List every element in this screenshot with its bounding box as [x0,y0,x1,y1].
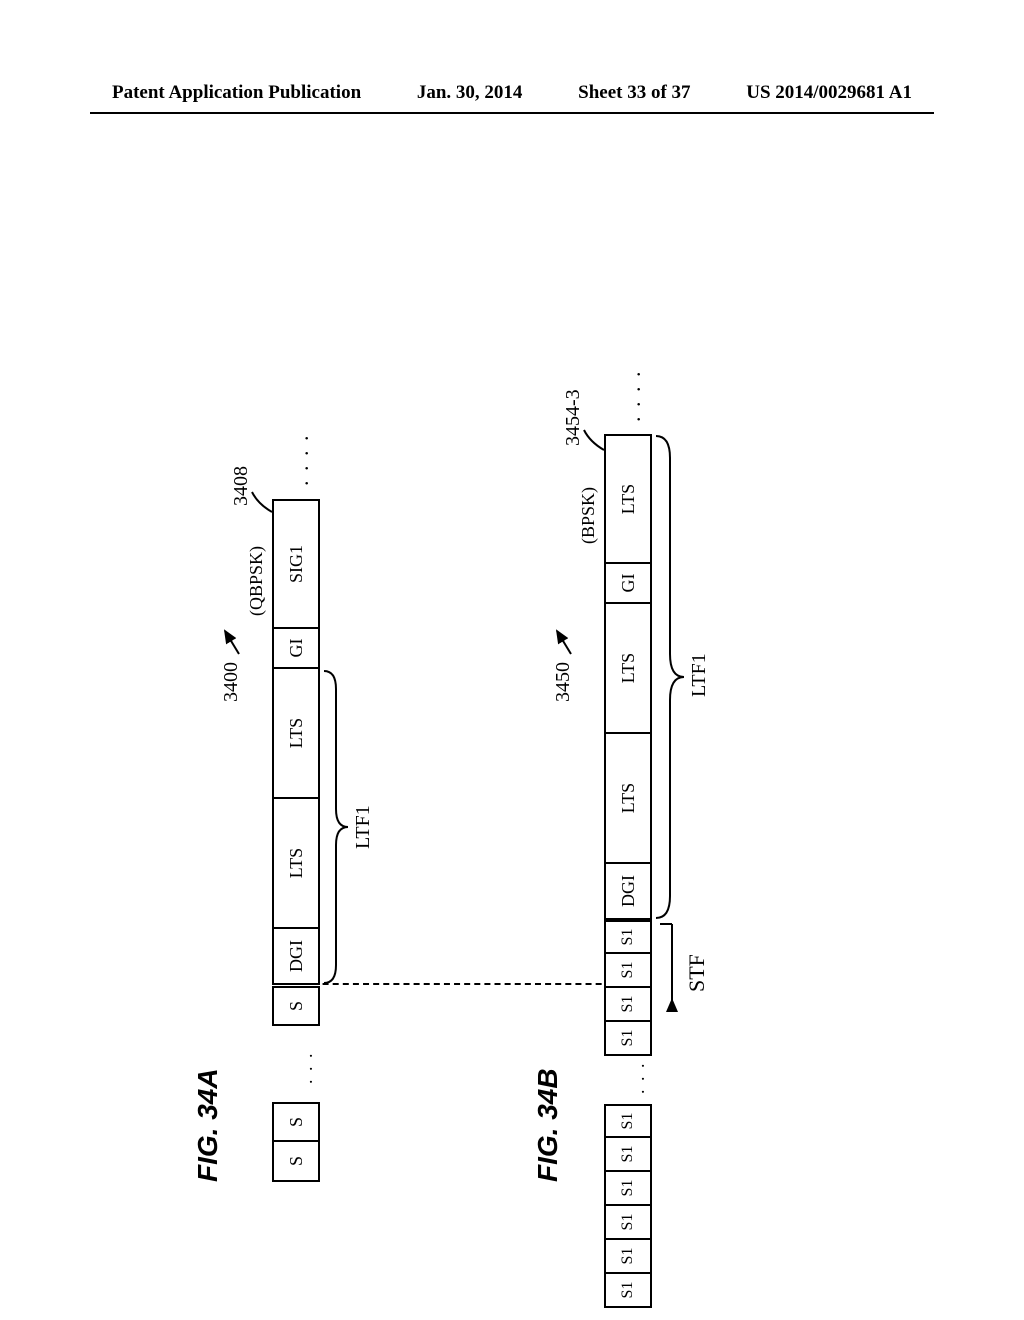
figA-stf-cell: S [272,1102,320,1142]
figB-stf-cell: S1 [604,1104,652,1138]
figA-stf-row: S S [272,1102,320,1182]
header-rule [90,112,934,114]
figA-stf-cell: S [272,986,320,1026]
ref-3400-number: 3400 [220,662,243,702]
figB-stf-cell: S1 [604,1240,652,1274]
header-sheet: Sheet 33 of 37 [578,82,690,104]
figB-stf-cell: S1 [604,920,652,954]
header-date: Jan. 30, 2014 [417,82,523,104]
figA-ltf1-label: LTF1 [352,805,375,849]
figB-trailing-ellipsis: . . . . [620,370,646,423]
figB-stf-row-left: S1 S1 S1 S1 S1 S1 [604,1104,652,1308]
figure-label-a: FIG. 34A [192,1068,224,1182]
figA-gi-cell: GI [272,629,320,669]
figB-gi-cell: GI [604,564,652,604]
figB-stf-arrow-icon [656,922,686,1012]
ref-3450-arrow-icon [553,621,575,657]
header-publication: Patent Application Publication [112,82,361,104]
ref-3450-number: 3450 [552,662,575,702]
figure-34b: FIG. 34B 3450 S1 S1 S1 S1 S1 S1 . . . . [492,172,852,1222]
figB-stf-label: STF [684,954,710,992]
figB-lts3-cell: LTS [604,434,652,564]
figure-page-area: FIG. 34A 3400 S S . . . S [90,140,935,1255]
figA-ltf1-brace-icon [322,669,352,985]
figA-lts2-cell: LTS [272,669,320,799]
figure-label-b: FIG. 34B [532,1068,564,1182]
figA-sig1-cell: SIG1 [272,499,320,629]
ref-3450: 3450 [552,621,575,702]
figB-stf-cell: S1 [604,1138,652,1172]
ref-3400-arrow-icon [221,621,243,657]
figB-stf-row-right: S1 S1 S1 S1 [604,920,652,1056]
figA-stf-row-last: S [272,986,320,1026]
page-header: Patent Application Publication Jan. 30, … [0,82,1024,104]
header-pub-number: US 2014/0029681 A1 [746,82,912,104]
figB-stf-cell: S1 [604,1022,652,1056]
figA-stf-cell: S [272,1142,320,1182]
figA-sig1-modulation: (QBPSK) [246,546,267,616]
figB-stf-cell: S1 [604,1172,652,1206]
figure-34a: FIG. 34A 3400 S S . . . S [152,172,452,1222]
figB-ltf1-brace-icon [654,434,688,920]
figB-lts3-modulation: (BPSK) [578,487,599,544]
ref-3454-3-leader-icon [582,422,608,452]
figB-stf-cell: S1 [604,988,652,1022]
figB-lts1-cell: LTS [604,734,652,864]
figB-sequence-row: DGI LTS LTS GI LTS [604,434,652,920]
figB-stf-cell: S1 [604,1206,652,1240]
figB-stf-cell: S1 [604,1274,652,1308]
ref-3400: 3400 [220,621,243,702]
figB-dgi-cell: DGI [604,864,652,920]
figA-stf-ellipsis: . . . [296,1044,321,1093]
figA-dgi-cell: DGI [272,929,320,985]
ref-3408-leader-icon [250,484,276,514]
figB-lts2-cell: LTS [604,604,652,734]
figB-ltf1-label: LTF1 [688,653,711,697]
figB-stf-cell: S1 [604,954,652,988]
figA-trailing-ellipsis: . . . . [288,434,314,487]
figA-lts1-cell: LTS [272,799,320,929]
figA-sequence-row: DGI LTS LTS GI SIG1 [272,499,320,985]
rotated-stage: FIG. 34A 3400 S S . . . S [122,172,902,1222]
